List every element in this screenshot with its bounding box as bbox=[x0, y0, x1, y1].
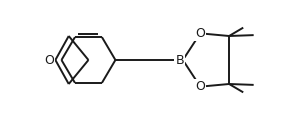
Text: O: O bbox=[44, 54, 54, 66]
Text: O: O bbox=[195, 80, 205, 93]
Text: O: O bbox=[195, 27, 205, 40]
Text: B: B bbox=[175, 54, 184, 66]
